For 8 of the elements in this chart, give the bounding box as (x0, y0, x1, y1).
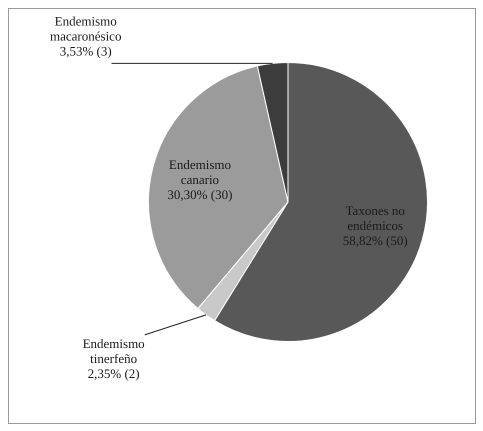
slice-label: Endemismo tinerfeño (82, 336, 145, 366)
slice-label: Taxones no endémicos (346, 203, 405, 234)
slice-label: Endemismo macaronésico (50, 13, 122, 44)
slice-label: Endemismo canario (168, 156, 231, 187)
data-label: 3,53% (3) (60, 43, 112, 58)
data-label: 58,82% (50) (342, 233, 408, 248)
data-label: 2,35% (2) (88, 366, 140, 381)
data-label: 30,30% (30) (167, 186, 232, 202)
